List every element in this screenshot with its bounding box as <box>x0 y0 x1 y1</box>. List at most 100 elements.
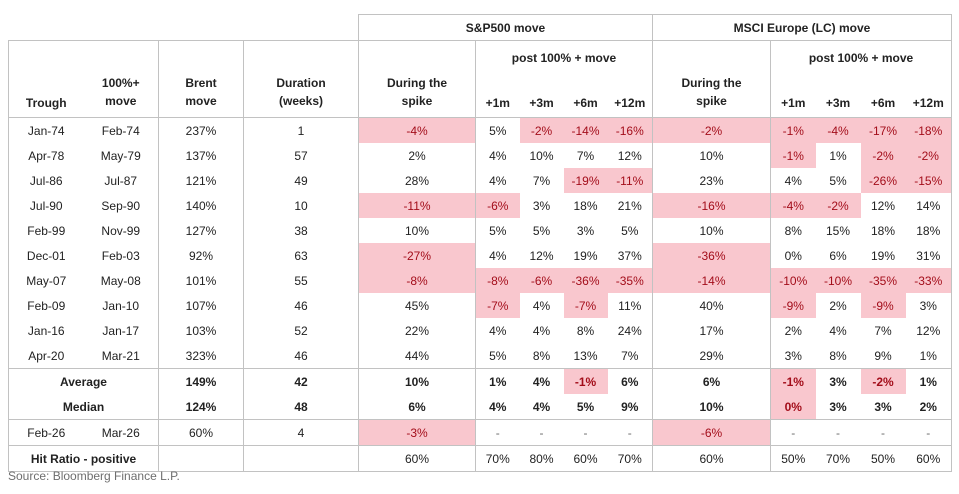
sp-value-cell: 24% <box>607 318 653 343</box>
msci-value-cell: 0% <box>770 394 816 420</box>
brent-move-cell: 323% <box>158 343 244 369</box>
move-date-cell: May-08 <box>83 268 159 293</box>
sp-value-cell: - <box>475 419 520 446</box>
duration-cell: 63 <box>243 243 359 268</box>
brent-move-cell: 121% <box>158 168 244 193</box>
msci-value-cell: 12% <box>905 318 953 343</box>
duration-cell: 4 <box>243 419 359 446</box>
msci-value-cell: 3% <box>905 293 953 318</box>
col-header-brent-move: Brent move <box>158 40 244 118</box>
col-header-msci-12m: +12m <box>905 75 953 118</box>
sp-value-cell: 10% <box>358 218 476 243</box>
msci-value-cell: -36% <box>652 243 771 268</box>
msci-value-cell: 1% <box>829 148 847 163</box>
duration-cell: 48 <box>243 394 359 420</box>
msci-value-cell: - <box>905 419 953 446</box>
sp-value-cell: 7% <box>532 173 551 188</box>
col-header-during-spike-msci: During the spike <box>652 40 771 118</box>
sp-value-cell: 9% <box>607 394 653 420</box>
msci-value-cell: -2% <box>815 193 861 218</box>
sp-value-cell: 4% <box>489 148 507 163</box>
table-row: Median 124% 48 6% 4% 4% 5% 9% 10% 0% 3% 3% 2% <box>8 394 953 420</box>
msci-value-cell: -2% <box>905 143 953 168</box>
sp-value-cell: 5% <box>576 399 595 414</box>
sp-value-cell: 10% <box>529 148 554 163</box>
msci-value-cell: -1% <box>770 368 816 394</box>
duration-cell: 42 <box>243 368 359 394</box>
move-date-cell: Mar-21 <box>83 343 159 369</box>
msci-value-cell: 3% <box>815 368 861 394</box>
trough-cell: Feb-99 <box>8 218 84 243</box>
sp-value-cell: -7% <box>475 293 520 318</box>
msci-value-cell: -15% <box>905 168 953 193</box>
msci-value-cell: -18% <box>905 117 953 143</box>
duration-cell: 57 <box>243 143 359 168</box>
trough-cell: Jan-16 <box>8 318 84 343</box>
msci-value-cell: 4% <box>829 323 847 338</box>
col-header-msci-1m: +1m <box>770 75 816 118</box>
move-date-cell: Jan-17 <box>83 318 159 343</box>
sp-value-cell: 12% <box>607 143 653 168</box>
msci-value-cell: - <box>815 419 861 446</box>
brent-move-cell: 140% <box>158 193 244 218</box>
sp-value-cell: 22% <box>358 318 476 343</box>
brent-spike-equity-table: S&P500 move MSCI Europe (LC) move Trough… <box>8 14 953 472</box>
sp-value-cell: 2% <box>358 143 476 168</box>
table-row: Jul-90 Sep-90 140% 10 -11% -6% 3% 18% 21% -16% -4%… <box>8 193 953 218</box>
brent-move-cell: 92% <box>158 243 244 268</box>
sp-value-cell: 6% <box>358 394 476 420</box>
msci-value-cell: 40% <box>652 293 771 318</box>
table-row: Jan-74 Feb-74 237% 1 -4% 5% -2% -14% -16% -2% -1% -… <box>8 117 953 143</box>
msci-value-cell: -10% <box>770 268 816 293</box>
table-row: Jul-86 Jul-87 121% 49 28% 4% 7% -19% -11% 23% 4% 5%… <box>8 168 953 193</box>
col-header-during-spike-msci-label: During the spike <box>681 76 742 108</box>
msci-value-cell: 50% <box>860 445 906 472</box>
msci-value-cell: -26% <box>860 168 906 193</box>
sp-value-cell: -2% <box>519 117 564 143</box>
col-header-sp-1m: +1m <box>475 75 520 118</box>
sp-value-cell: 28% <box>358 168 476 193</box>
msci-value-cell: -9% <box>860 293 906 318</box>
sp-value-cell: 60% <box>563 445 608 472</box>
col-header-sp-3m: +3m <box>519 75 564 118</box>
col-header-msci-6m: +6m <box>860 75 906 118</box>
row-label: Average <box>8 368 159 394</box>
sp-value-cell: 1% <box>475 368 520 394</box>
brent-move-cell: 60% <box>158 419 244 446</box>
table-row: Hit Ratio - positive 60% 70% 80% 60% 70% 60% 50… <box>8 445 953 472</box>
trough-cell: Feb-26 <box>8 419 84 446</box>
move-date-cell: Mar-26 <box>83 419 159 446</box>
trough-cell: Feb-09 <box>8 293 84 318</box>
msci-value-cell: -2% <box>860 143 906 168</box>
col-header-trough: Trough <box>8 40 84 118</box>
msci-value-cell: 3% <box>829 399 847 414</box>
sp-value-cell: -36% <box>563 268 608 293</box>
sp-value-cell: 4% <box>532 323 551 338</box>
table-row: Feb-26 Mar-26 60% 4 -3% - - - - -6% - - - - <box>8 419 953 446</box>
msci-value-cell: 70% <box>815 445 861 472</box>
msci-value-cell: 7% <box>874 323 892 338</box>
sp-value-cell: 8% <box>576 323 595 338</box>
msci-value-cell: -14% <box>652 268 771 293</box>
sp-value-cell: 70% <box>475 445 520 472</box>
sp-value-cell: -8% <box>475 268 520 293</box>
msci-value-cell: 4% <box>784 173 802 188</box>
sp-value-cell: 4% <box>489 248 507 263</box>
msci-value-cell: 50% <box>770 445 816 472</box>
msci-value-cell: 60% <box>652 445 771 472</box>
msci-value-cell: 18% <box>870 223 896 238</box>
group-header-sp500: S&P500 move <box>358 14 653 41</box>
brent-move-cell: 149% <box>158 368 244 394</box>
table-row: Feb-09 Jan-10 107% 46 45% -7% 4% -7% 11% 40% -9% 2%… <box>8 293 953 318</box>
sp-value-cell: 5% <box>532 223 551 238</box>
trough-cell: Jan-74 <box>8 117 84 143</box>
duration-cell: 46 <box>243 293 359 318</box>
sp-value-cell: 13% <box>573 348 598 363</box>
move-date-cell: Sep-90 <box>83 193 159 218</box>
msci-value-cell: -1% <box>770 117 816 143</box>
msci-value-cell: 2% <box>829 298 847 313</box>
msci-value-cell: 6% <box>829 248 847 263</box>
sp-value-cell: -11% <box>607 168 653 193</box>
msci-value-cell: 12% <box>870 198 896 213</box>
